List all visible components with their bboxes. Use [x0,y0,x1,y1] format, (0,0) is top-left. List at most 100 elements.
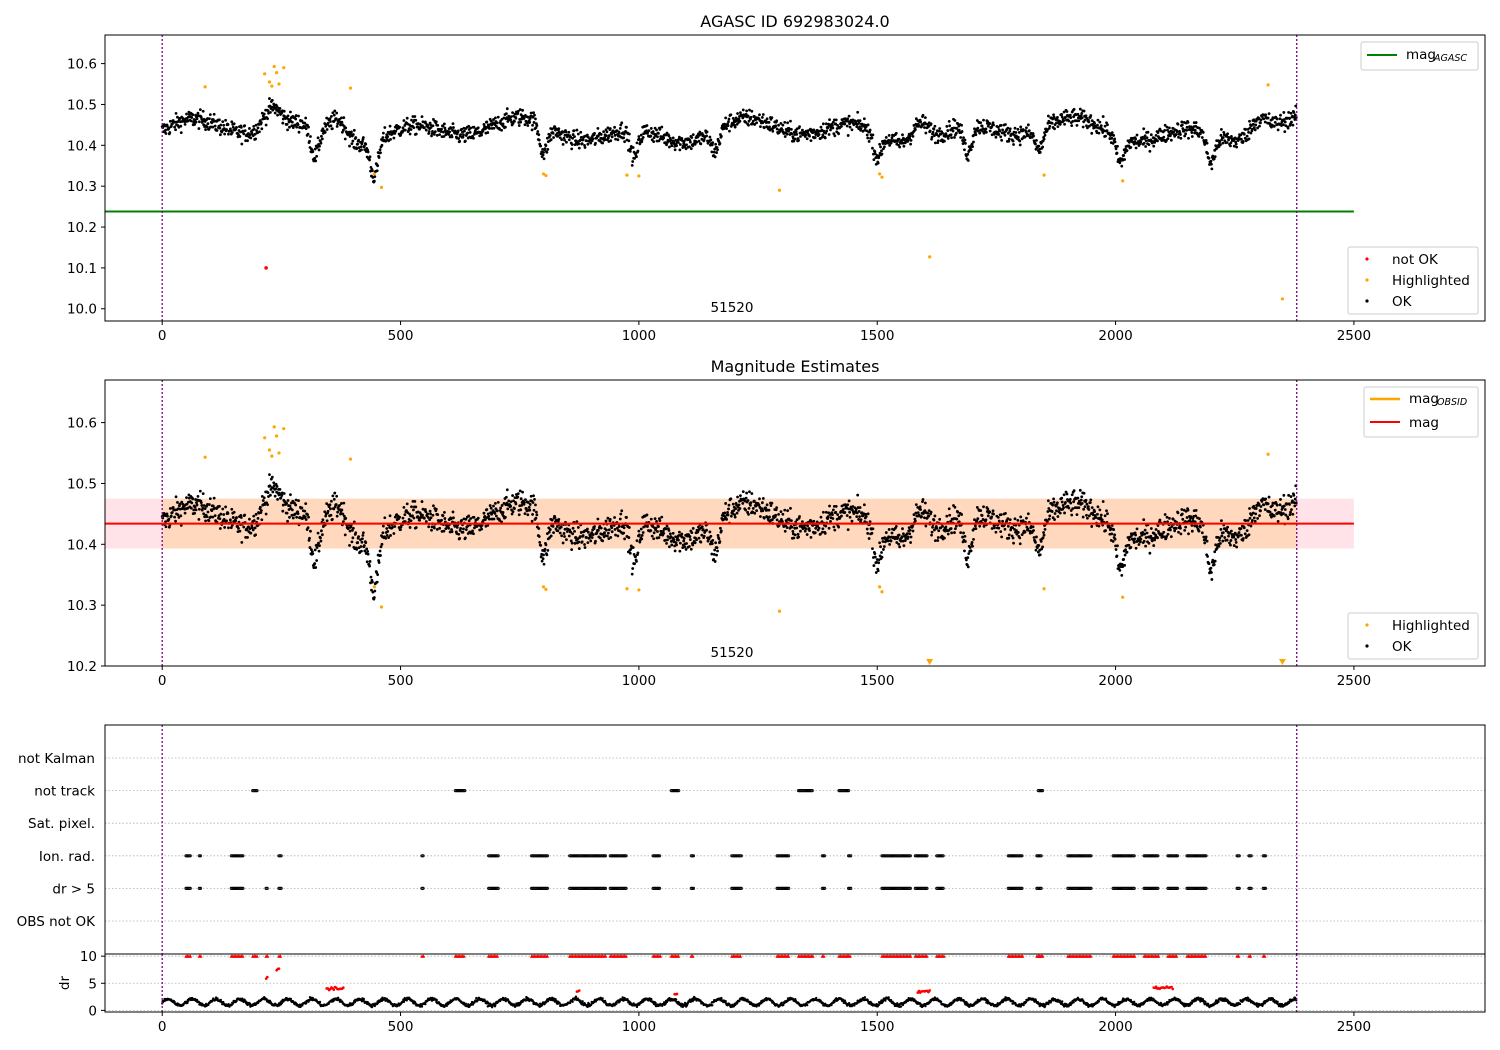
ok-point [202,117,206,121]
ok-point [688,145,691,149]
ok-point [761,113,765,116]
ok-point [486,512,490,516]
ok-point [492,517,496,521]
ok-point [710,143,714,147]
off-scale-marker [1278,659,1286,665]
ok-point [1067,506,1071,510]
ok-point [368,560,372,563]
ok-point [1152,544,1156,547]
ok-point [1088,501,1092,505]
ok-point [1282,504,1286,508]
ok-point [307,515,310,519]
ok-point [662,531,666,535]
ok-point [362,544,366,547]
ok-point [501,122,505,126]
ok-point [271,490,275,494]
ok-point [979,509,983,512]
ok-point [1240,137,1243,141]
ok-point [431,513,435,517]
ok-point [1007,137,1011,141]
ok-point [403,513,407,517]
ok-point [494,514,498,518]
highlighted-point [541,585,546,589]
ok-point [1051,503,1055,507]
ok-point [458,536,462,540]
ok-point [334,117,338,121]
ok-point [319,536,322,540]
ok-point [637,533,641,537]
highlighted-point [379,605,384,609]
ok-point [936,536,940,539]
ok-point [640,537,644,541]
ok-point [656,135,659,139]
ok-point [308,536,311,540]
ok-point [249,531,253,535]
ok-point [1041,545,1045,549]
ok-point [1043,527,1047,531]
ok-point [321,127,325,131]
ok-point [524,113,527,117]
ok-point [456,129,460,133]
ok-point [666,140,669,144]
ok-point [1168,516,1171,520]
ok-point [1115,554,1119,558]
ok-point [726,124,730,128]
ok-point [889,539,893,543]
ok-point [405,502,409,506]
ok-point [943,536,946,540]
ok-point [685,143,688,147]
ok-point [1254,512,1258,516]
ok-point [519,113,523,117]
ok-point [487,514,491,518]
ok-point [295,515,299,519]
ok-point [360,549,363,553]
y-tick-label: 10.2 [67,659,97,675]
ok-point [725,127,728,130]
ok-point [1018,143,1022,147]
ok-point [635,559,638,563]
ok-point [677,538,680,542]
ok-point [197,120,201,124]
ok-point [729,497,733,501]
ok-point [1257,503,1261,506]
ok-point [1080,501,1084,505]
ok-point [827,133,831,136]
ok-point [372,179,376,183]
agasc-point-legend: not OK Highlighted OK [1347,246,1479,315]
ok-point [303,509,307,513]
agasc-mag-legend-label: mag [1406,47,1436,63]
ok-point [577,142,581,146]
ok-point [873,152,877,156]
ok-point [356,541,360,544]
ok-point [809,139,813,143]
ok-point [1177,530,1180,534]
ok-point [1038,553,1042,557]
mag-estimates-title: Magnitude Estimates [711,357,880,376]
ok-point [468,130,472,134]
ok-point [1286,126,1290,130]
ok-point [604,128,608,132]
ok-point [655,128,658,132]
ok-point [1219,133,1223,137]
ok-point [286,128,289,132]
ok-point [596,528,600,532]
ok-point [828,118,831,121]
ok-point [1190,135,1194,138]
ok-point [1072,107,1076,111]
ok-point [1013,126,1017,130]
ok-point [929,510,933,514]
ok-point [321,518,325,522]
ok-point [316,531,320,535]
ok-point [736,112,739,115]
ok-point [173,515,176,519]
ok-point [254,123,258,127]
ok-point [431,124,435,128]
ok-point [765,503,769,507]
ok-point [1229,543,1232,547]
ok-point [715,146,719,149]
ok-point [1176,511,1180,515]
ok-point [1042,531,1045,534]
ok-point [1199,525,1202,529]
ok-point [329,513,333,517]
ok-point [1032,529,1035,532]
